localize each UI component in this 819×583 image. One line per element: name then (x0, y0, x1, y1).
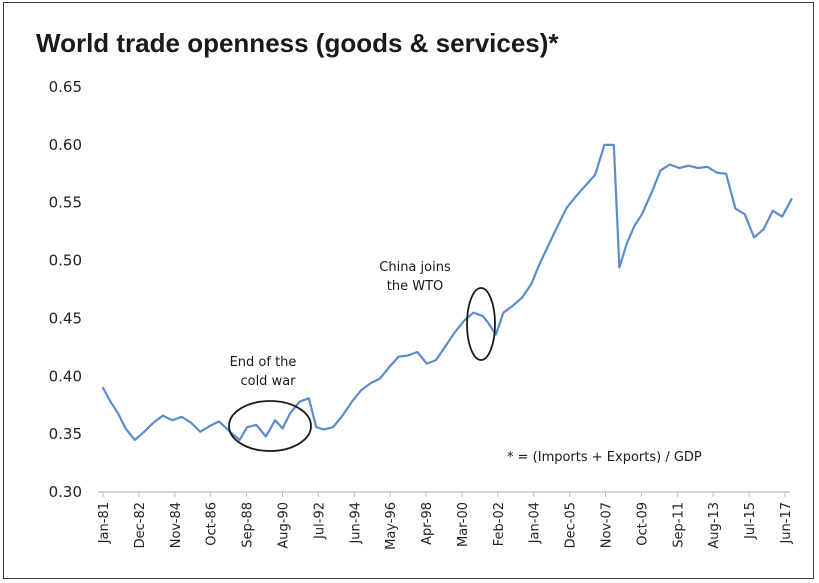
x-tick-label: Nov-07 (600, 502, 615, 548)
x-tick-label: Oct-09 (635, 502, 650, 546)
y-tick-label: 0.40 (49, 367, 82, 385)
y-tick-label: 0.60 (49, 136, 82, 154)
x-tick-label: Aug-13 (707, 502, 722, 549)
x-tick-label: Sep-88 (241, 502, 256, 548)
annotation-wto-line-2: the WTO (387, 279, 444, 294)
y-tick-label: 0.65 (49, 78, 82, 96)
chart-title: World trade openness (goods & services)* (36, 28, 559, 58)
y-tick-label: 0.35 (49, 425, 82, 443)
x-axis: Jan-81 Dec-82 Nov-84 Oct-86 Sep-88 Aug-90 Jul-… (97, 491, 794, 550)
x-tick-label: Apr-98 (420, 502, 435, 545)
annotation-layer: End of the cold war China joins the WTO … (228, 260, 702, 465)
annotation-cold-war-line-1: End of the (230, 355, 297, 370)
chart-frame (3, 2, 814, 579)
y-tick-label: 0.55 (49, 194, 82, 212)
x-tick-label: Sep-11 (671, 502, 686, 548)
x-tick-label: Dec-82 (133, 502, 148, 548)
series-layer (101, 143, 793, 441)
y-tick-label: 0.45 (49, 309, 82, 327)
annotation-wto-line-1: China joins (379, 260, 451, 275)
x-tick-label: Jun-17 (779, 502, 794, 545)
x-tick-label: Mar-00 (456, 502, 471, 547)
x-tick-label: Jun-94 (348, 502, 363, 545)
x-tick-label: May-96 (384, 502, 399, 550)
y-tick-label: 0.50 (49, 252, 82, 270)
y-axis: 0.30 0.35 0.40 0.45 0.50 0.55 0.60 0.65 (49, 78, 82, 501)
x-tick-label: Oct-86 (205, 502, 220, 546)
cold-war-ellipse (228, 400, 312, 452)
x-tick-label: Nov-84 (169, 502, 184, 548)
wto-ellipse (466, 287, 496, 361)
y-tick-label: 0.30 (49, 483, 82, 501)
x-tick-label: Dec-05 (564, 502, 579, 548)
x-tick-label: Jul-92 (312, 502, 327, 540)
series-line (101, 143, 793, 441)
annotation-cold-war-line-2: cold war (240, 374, 296, 389)
x-tick-label: Jan-81 (97, 502, 112, 544)
annotation-footnote: * = (Imports + Exports) / GDP (507, 450, 702, 465)
x-tick-label: Aug-90 (276, 502, 291, 549)
x-tick-label: Jul-15 (743, 502, 758, 540)
x-tick-label: Jan-04 (528, 502, 543, 544)
x-tick-label: Feb-02 (492, 502, 507, 546)
